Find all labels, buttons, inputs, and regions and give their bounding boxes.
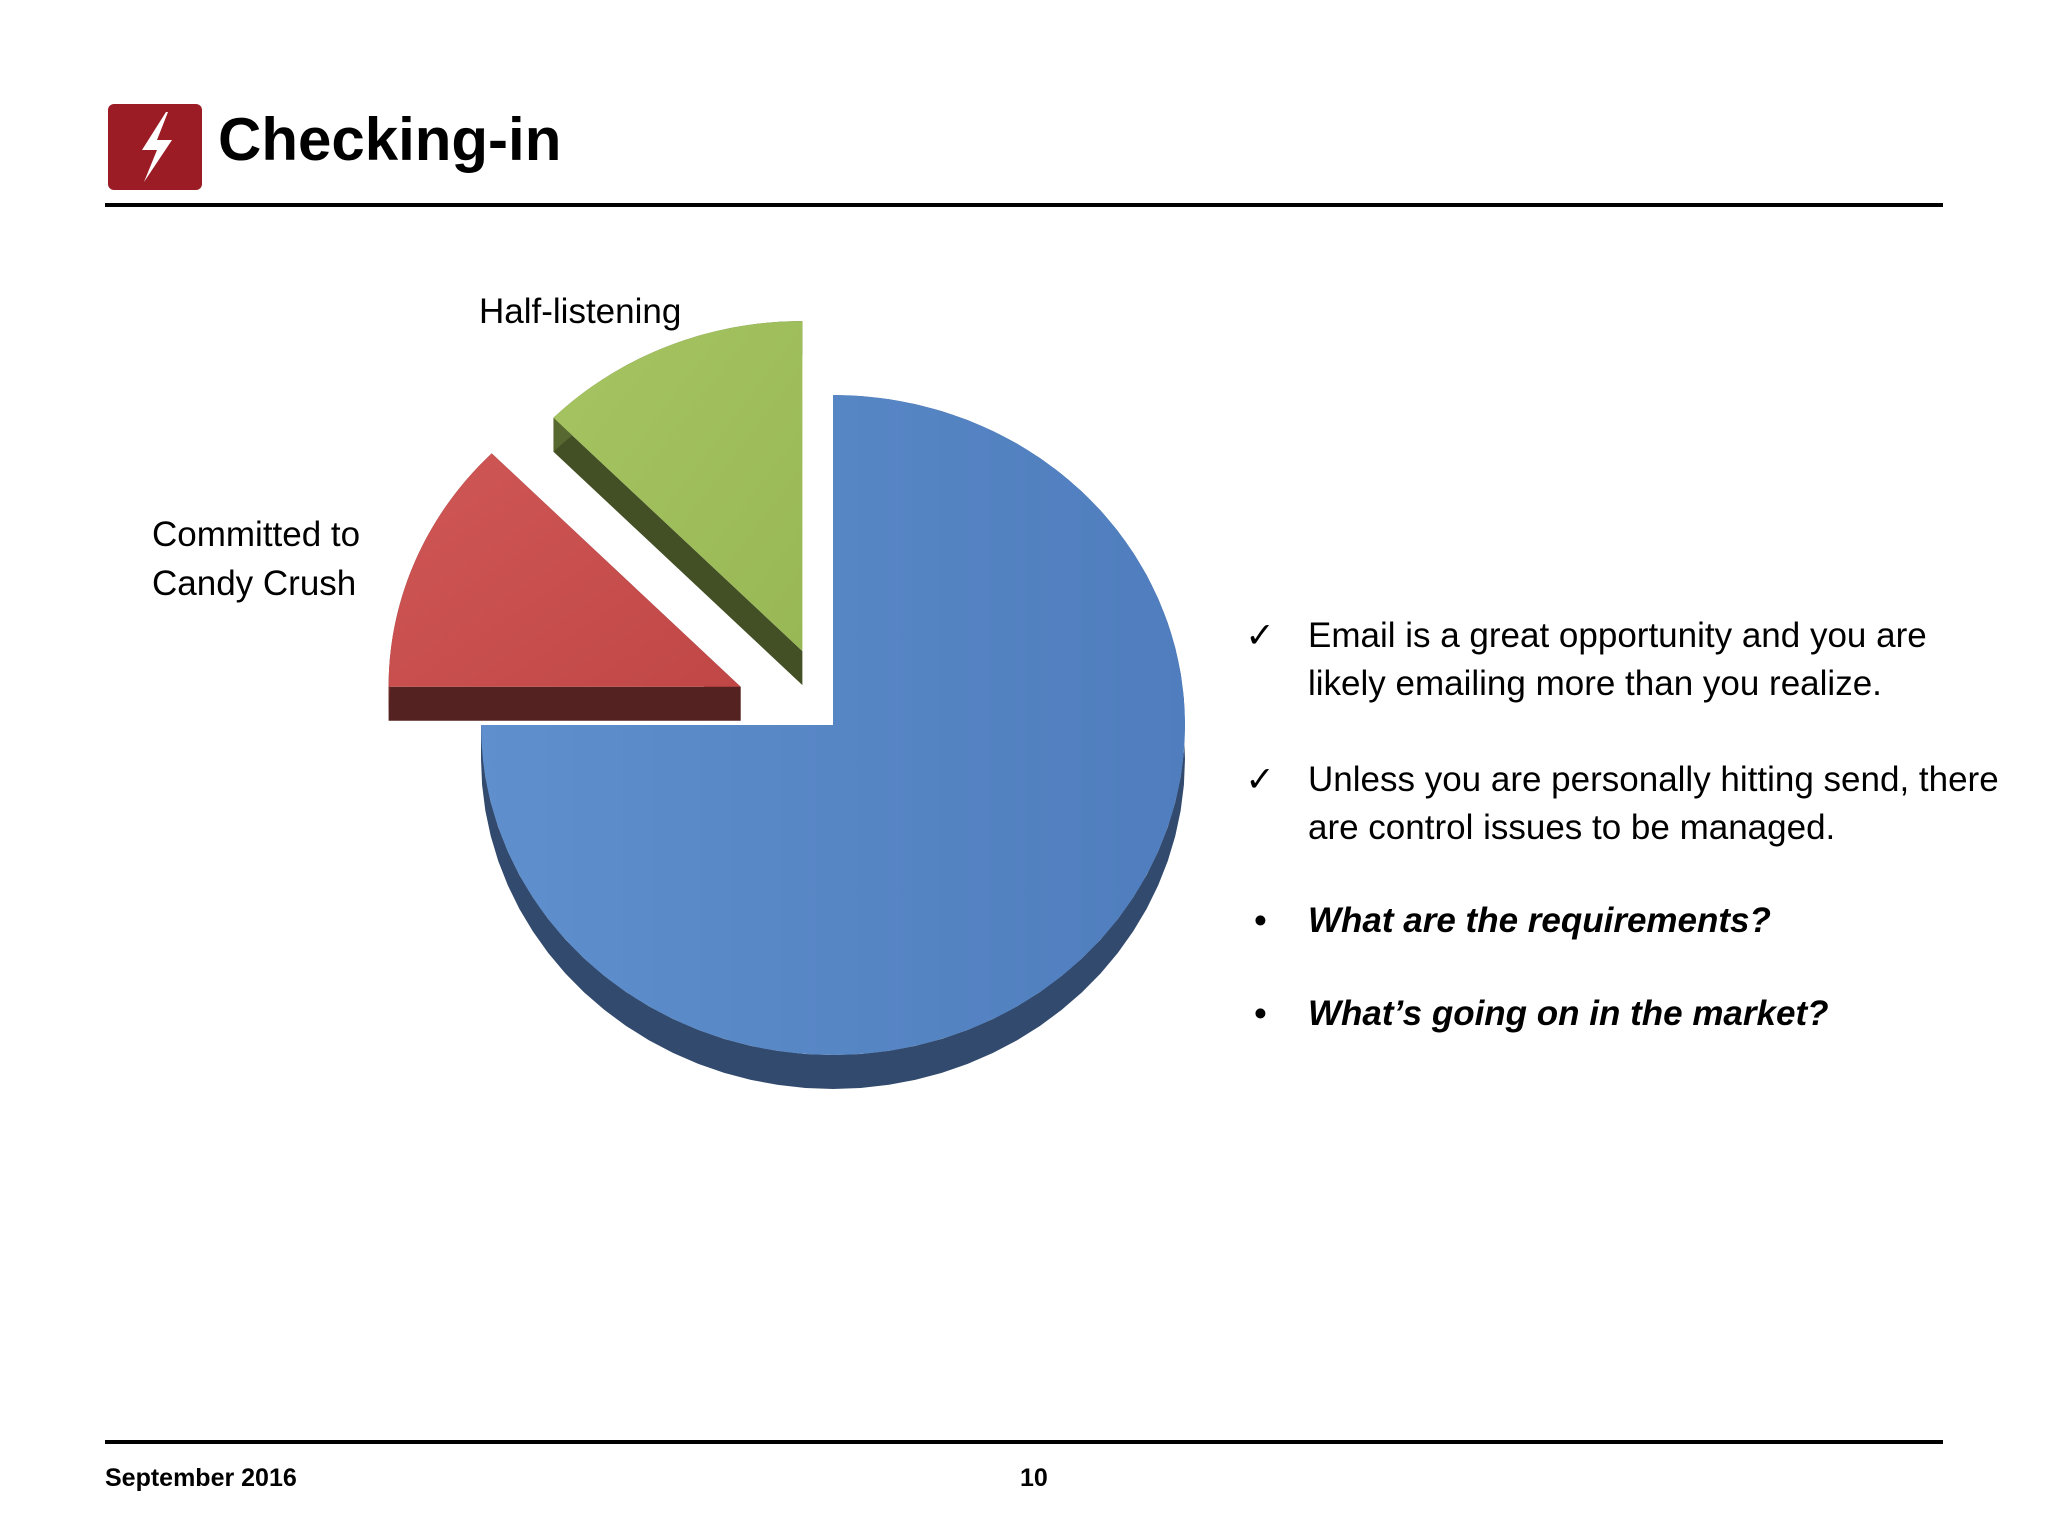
bullet-dot-icon: •	[1253, 901, 1267, 940]
bullet-text: What’s going on in the market?	[1308, 994, 1829, 1033]
bullet-text: Unless you are personally hitting send, …	[1308, 760, 1999, 847]
bullet-text: What are the requirements?	[1308, 901, 1771, 940]
checkmark-icon: ✓	[1245, 616, 1275, 655]
lightning-bolt-icon	[108, 104, 202, 190]
title-divider	[105, 203, 1943, 207]
bullet-dot-icon: •	[1253, 994, 1267, 1033]
checkmark-icon: ✓	[1245, 760, 1275, 799]
pie-slice-edge	[388, 686, 741, 721]
pie-label-committed: Committed to Candy Crush	[152, 515, 361, 603]
pie-slice	[553, 321, 803, 652]
bullet-item: • What are the requirements?	[1240, 897, 2000, 945]
pie-slice	[388, 453, 741, 687]
pie-slice-edge	[553, 417, 803, 686]
bullet-item: • What’s going on in the market?	[1240, 990, 2000, 1038]
bullet-item: ✓ Unless you are personally hitting send…	[1240, 756, 2000, 852]
bullet-text: Email is a great opportunity and you are…	[1308, 616, 1927, 703]
pie-slice	[481, 395, 1185, 1055]
bullet-item: ✓ Email is a great opportunity and you a…	[1240, 612, 2000, 708]
footer-divider	[105, 1440, 1943, 1444]
footer-date: September 2016	[105, 1464, 297, 1492]
bullet-list: ✓ Email is a great opportunity and you a…	[1240, 612, 2000, 1038]
page-number: 10	[1020, 1464, 1048, 1492]
slide-title: Checking-in	[218, 106, 562, 173]
pie-label-half-listening: Half-listening	[479, 292, 682, 331]
